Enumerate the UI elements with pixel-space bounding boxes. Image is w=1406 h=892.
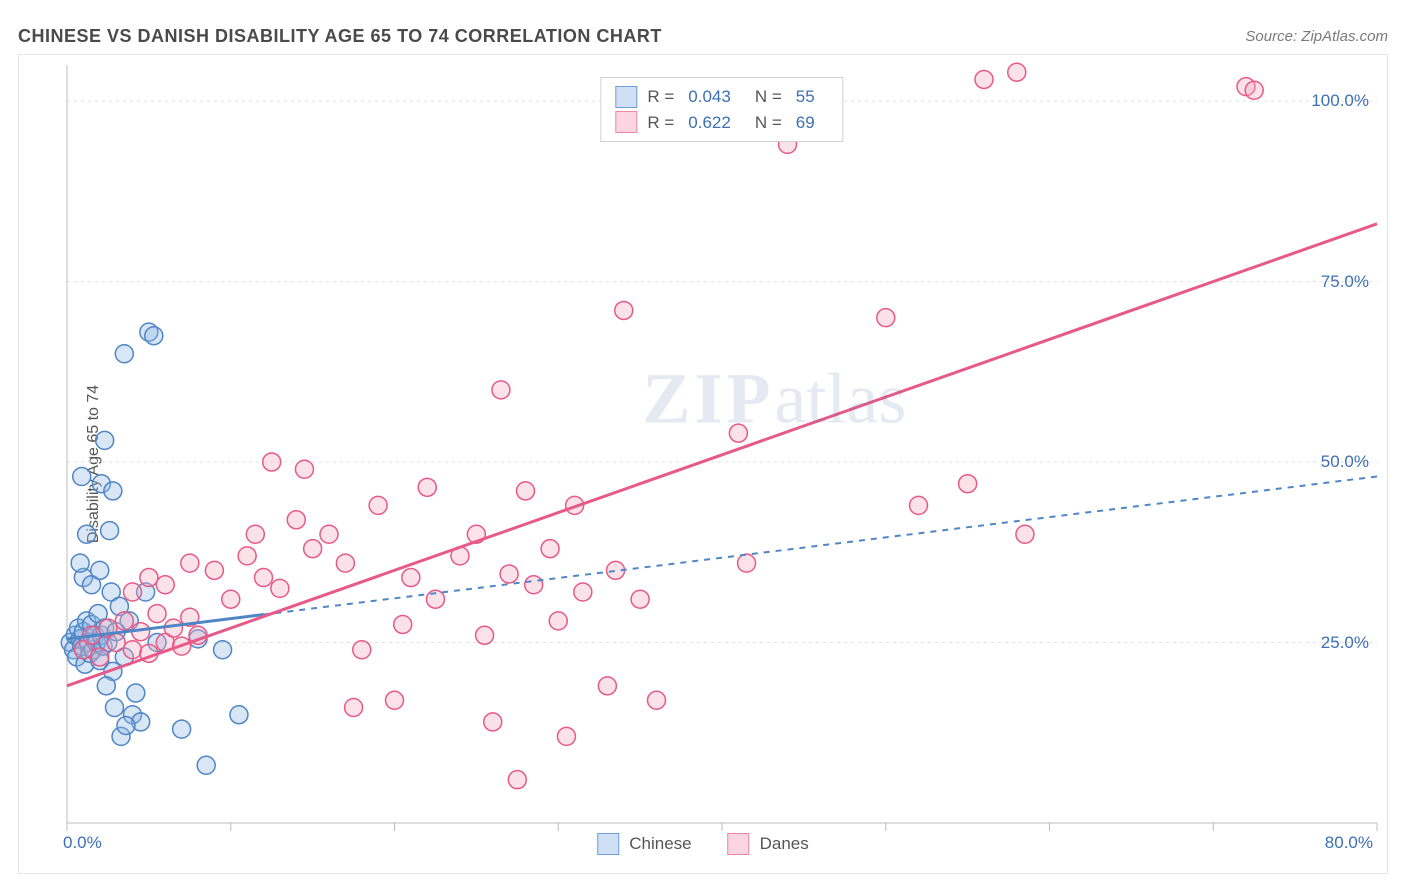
source-name: ZipAtlas.com <box>1301 28 1388 45</box>
scatter-svg <box>67 65 1377 823</box>
x-axis-max-label: 80.0% <box>1325 833 1373 853</box>
legend-swatch <box>615 86 637 108</box>
legend-swatch <box>615 111 637 133</box>
n-value: 55 <box>796 84 815 110</box>
n-value: 69 <box>796 110 815 136</box>
legend-swatch <box>728 833 750 855</box>
series-legend: Chinese Danes <box>597 833 809 855</box>
series-legend-label: Danes <box>760 834 809 854</box>
chart-title: CHINESE VS DANISH DISABILITY AGE 65 TO 7… <box>18 26 662 47</box>
series-legend-label: Chinese <box>629 834 691 854</box>
correlation-legend: R = 0.043 N = 55 R = 0.622 N = 69 <box>600 77 843 142</box>
y-tick-label: 75.0% <box>1321 272 1369 292</box>
legend-swatch <box>597 833 619 855</box>
chart-header: CHINESE VS DANISH DISABILITY AGE 65 TO 7… <box>18 20 1388 52</box>
correlation-row: R = 0.043 N = 55 <box>615 84 828 110</box>
source-attribution: Source: ZipAtlas.com <box>1245 28 1388 45</box>
y-tick-label: 100.0% <box>1311 91 1369 111</box>
r-label: R = <box>647 110 674 136</box>
x-axis-min-label: 0.0% <box>63 833 102 853</box>
series-legend-item: Danes <box>728 833 809 855</box>
n-label: N = <box>755 84 782 110</box>
chart-container: Disability Age 65 to 74 ZIPatlas R = 0.0… <box>18 54 1388 874</box>
series-legend-item: Chinese <box>597 833 691 855</box>
correlation-row: R = 0.622 N = 69 <box>615 110 828 136</box>
source-prefix: Source: <box>1245 28 1301 45</box>
r-value: 0.043 <box>688 84 731 110</box>
n-label: N = <box>755 110 782 136</box>
y-tick-label: 50.0% <box>1321 452 1369 472</box>
plot-area: ZIPatlas R = 0.043 N = 55 R = 0.622 N = … <box>67 65 1377 823</box>
r-label: R = <box>647 84 674 110</box>
y-tick-label: 25.0% <box>1321 633 1369 653</box>
r-value: 0.622 <box>688 110 731 136</box>
